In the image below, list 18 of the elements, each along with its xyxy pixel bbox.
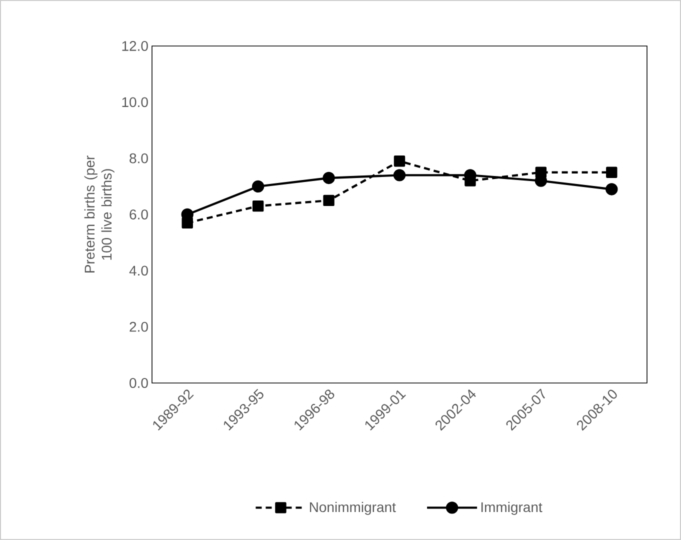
- point: [606, 166, 618, 178]
- y-tick-label: 8.0: [130, 153, 148, 164]
- point: [606, 183, 618, 196]
- y-tick-label: 2.0: [130, 322, 148, 332]
- y-tick-label: 12.0: [122, 41, 148, 51]
- legend-label: Immigrant: [481, 502, 542, 515]
- point: [252, 200, 264, 212]
- point: [322, 172, 335, 184]
- legend-label: Nonimmigrant: [310, 502, 396, 515]
- y-tick-label: 10.0: [122, 97, 148, 108]
- point: [393, 169, 406, 182]
- y-tick-label: 0.0: [130, 378, 148, 388]
- point: [394, 156, 406, 167]
- y-tick-label: 4.0: [129, 266, 148, 276]
- point: [252, 180, 264, 193]
- point: [323, 194, 334, 206]
- y-axis-title: Preterm births (per 100 live births): [84, 156, 114, 272]
- y-tick-label: 6.0: [130, 210, 148, 220]
